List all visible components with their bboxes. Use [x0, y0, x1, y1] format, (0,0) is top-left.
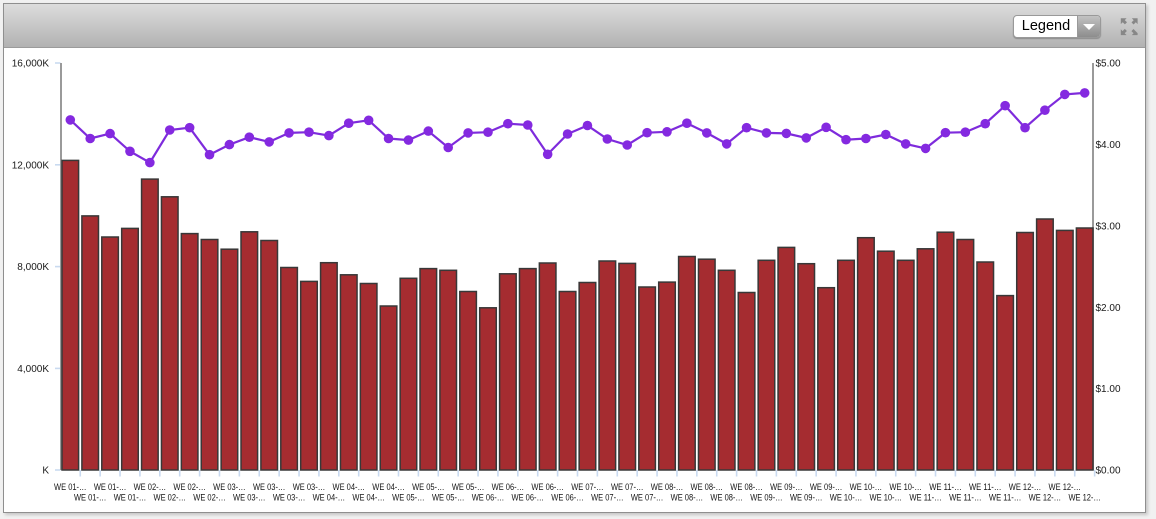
svg-text:WE 12-…: WE 12-…	[1068, 493, 1101, 503]
svg-text:WE 06-…: WE 06-…	[512, 493, 545, 503]
svg-text:4,000K: 4,000K	[17, 364, 49, 375]
svg-text:WE 08-…: WE 08-…	[710, 493, 743, 503]
svg-text:WE 02-…: WE 02-…	[193, 493, 226, 503]
svg-text:WE 10-…: WE 10-…	[850, 482, 883, 492]
svg-text:WE 05-…: WE 05-…	[412, 482, 445, 492]
svg-text:WE 09-…: WE 09-…	[770, 482, 803, 492]
svg-text:WE 01-…: WE 01-…	[94, 482, 127, 492]
svg-text:WE 07-…: WE 07-…	[591, 493, 624, 503]
svg-text:WE 11-…: WE 11-…	[989, 493, 1022, 503]
svg-text:WE 03-…: WE 03-…	[253, 482, 286, 492]
svg-text:WE 07-…: WE 07-…	[611, 482, 644, 492]
svg-text:WE 09-…: WE 09-…	[750, 493, 783, 503]
svg-text:WE 07-…: WE 07-…	[571, 482, 604, 492]
svg-text:12,000K: 12,000K	[12, 160, 50, 171]
svg-text:WE 01-…: WE 01-…	[114, 493, 147, 503]
svg-text:WE 11-…: WE 11-…	[929, 482, 962, 492]
svg-text:WE 10-…: WE 10-…	[830, 493, 863, 503]
svg-text:$0.00: $0.00	[1096, 466, 1121, 477]
svg-text:WE 12-…: WE 12-…	[1049, 482, 1082, 492]
svg-text:$5.00: $5.00	[1096, 59, 1121, 70]
svg-text:WE 04-…: WE 04-…	[372, 482, 405, 492]
svg-text:WE 08-…: WE 08-…	[651, 482, 684, 492]
svg-text:WE 06-…: WE 06-…	[531, 482, 564, 492]
svg-text:WE 09-…: WE 09-…	[810, 482, 843, 492]
svg-text:WE 08-…: WE 08-…	[691, 482, 724, 492]
svg-text:WE 03-…: WE 03-…	[273, 493, 306, 503]
svg-text:WE 08-…: WE 08-…	[671, 493, 704, 503]
svg-text:WE 04-…: WE 04-…	[333, 482, 366, 492]
svg-text:WE 05-…: WE 05-…	[392, 493, 425, 503]
svg-text:WE 12-…: WE 12-…	[1009, 482, 1042, 492]
svg-text:WE 10-…: WE 10-…	[870, 493, 903, 503]
svg-text:WE 07-…: WE 07-…	[631, 493, 664, 503]
svg-text:WE 11-…: WE 11-…	[969, 482, 1002, 492]
svg-text:WE 01-…: WE 01-…	[54, 482, 87, 492]
svg-text:WE 10-…: WE 10-…	[889, 482, 922, 492]
svg-text:8,000K: 8,000K	[17, 262, 49, 273]
svg-text:WE 03-…: WE 03-…	[293, 482, 326, 492]
svg-text:WE 02-…: WE 02-…	[173, 482, 206, 492]
svg-text:$4.00: $4.00	[1096, 140, 1121, 151]
svg-text:WE 04-…: WE 04-…	[313, 493, 346, 503]
svg-text:WE 11-…: WE 11-…	[949, 493, 982, 503]
svg-text:WE 02-…: WE 02-…	[134, 482, 167, 492]
svg-text:WE 02-…: WE 02-…	[154, 493, 187, 503]
svg-text:WE 06-…: WE 06-…	[551, 493, 584, 503]
svg-text:WE 09-…: WE 09-…	[790, 493, 823, 503]
svg-text:WE 06-…: WE 06-…	[492, 482, 525, 492]
svg-text:WE 12-…: WE 12-…	[1029, 493, 1062, 503]
svg-text:$3.00: $3.00	[1096, 221, 1121, 232]
svg-text:WE 05-…: WE 05-…	[432, 493, 465, 503]
svg-text:16,000K: 16,000K	[12, 59, 50, 70]
svg-text:WE 08-…: WE 08-…	[730, 482, 763, 492]
svg-text:WE 03-…: WE 03-…	[233, 493, 266, 503]
svg-text:$2.00: $2.00	[1096, 303, 1121, 314]
svg-text:WE 05-…: WE 05-…	[452, 482, 485, 492]
svg-text:$1.00: $1.00	[1096, 384, 1121, 395]
svg-text:WE 01-…: WE 01-…	[74, 493, 107, 503]
svg-text:K: K	[42, 466, 49, 477]
svg-text:WE 11-…: WE 11-…	[909, 493, 942, 503]
svg-text:WE 03-…: WE 03-…	[213, 482, 246, 492]
svg-text:WE 04-…: WE 04-…	[352, 493, 385, 503]
svg-text:WE 06-…: WE 06-…	[472, 493, 505, 503]
